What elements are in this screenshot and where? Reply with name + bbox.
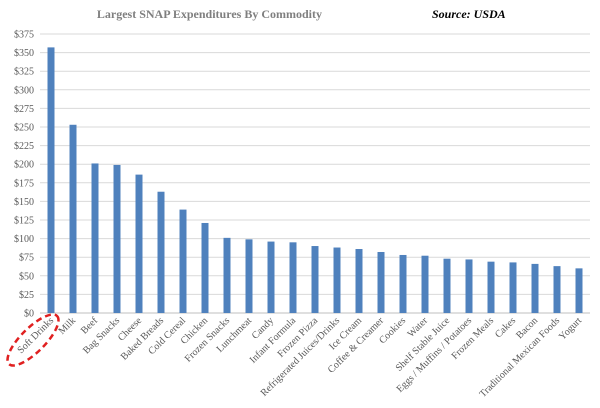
bar [245,239,253,313]
y-tick-label: $50 [19,271,34,282]
bar [201,222,209,313]
bar [289,242,297,313]
bar [399,254,407,313]
chart-title: Largest SNAP Expenditures By Commodity [97,7,322,21]
bar [355,249,363,313]
y-tick-label: $75 [19,253,34,264]
bar [575,268,583,313]
y-tick-label: $275 [14,104,34,115]
highlight-circle [6,313,60,367]
bar [443,258,451,313]
y-tick-label: $300 [14,85,34,96]
bar [91,163,99,313]
y-tick-label: $125 [14,216,34,227]
y-tick-label: $375 [14,30,34,41]
bar [267,241,275,313]
y-tick-label: $175 [14,178,34,189]
bar [377,251,385,313]
bar [531,263,539,313]
y-tick-label: $225 [14,141,34,152]
x-tick-label: Cakes [493,315,518,340]
bar [157,191,165,313]
bar [311,246,319,313]
bar [421,255,429,313]
bar [69,124,77,313]
bar [113,164,121,313]
y-tick-label: $250 [14,123,34,134]
chart-source: Source: USDA [432,7,506,21]
y-tick-label: $100 [14,234,34,245]
bar [553,266,561,313]
bar [179,209,187,313]
bar [465,259,473,313]
bar [509,262,517,313]
bar [47,47,55,313]
y-tick-label: $150 [14,197,34,208]
bar [223,237,231,313]
y-tick-label: $325 [14,67,34,78]
y-tick-label: $0 [24,309,34,320]
y-tick-label: $200 [14,160,34,171]
x-tick-label: Soft Drinks [16,315,57,356]
x-tick-label: Yogurt [557,315,584,342]
bar [333,247,341,313]
x-tick-label: Milk [57,315,79,337]
bar [487,261,495,313]
bar [135,174,143,313]
y-tick-label: $25 [19,290,34,301]
y-tick-label: $350 [14,48,34,59]
